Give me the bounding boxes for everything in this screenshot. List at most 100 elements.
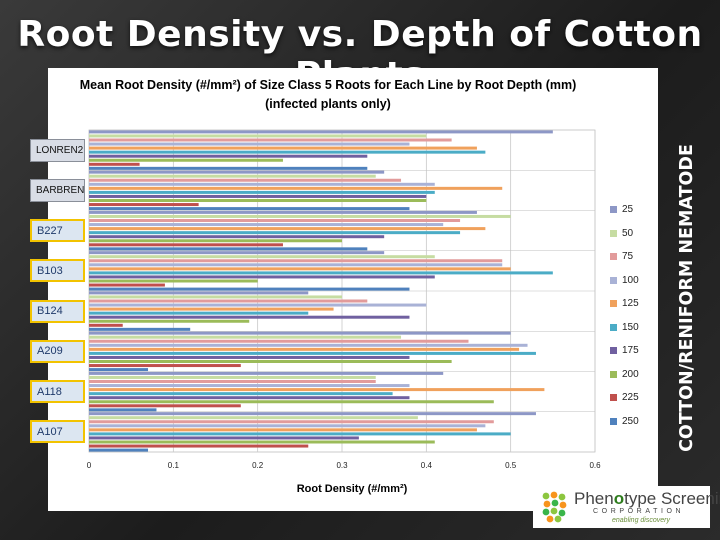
bar-lonren2-250 — [89, 166, 368, 170]
bar-barbren-25 — [89, 170, 385, 174]
legend-label: 75 — [622, 251, 634, 263]
legend-label: 150 — [622, 321, 639, 333]
legend-label: 250 — [622, 415, 639, 427]
bar-a118-150 — [89, 392, 393, 396]
company-logo: Phenotype Screening CORPORATION enabling… — [533, 486, 720, 528]
bar-a118-175 — [89, 396, 410, 400]
bar-b124-200 — [89, 319, 250, 323]
bar-a209-175 — [89, 355, 410, 359]
logo-name-start: Phen — [574, 489, 614, 508]
x-tick-label: 0.4 — [421, 461, 433, 470]
bar-barbren-100 — [89, 182, 435, 186]
bar-b103-175 — [89, 275, 435, 279]
x-axis-label: Root Density (#/mm²) — [297, 483, 408, 495]
bar-b103-25 — [89, 251, 385, 255]
legend-item-125: 125 — [610, 292, 656, 316]
bar-b124-75 — [89, 299, 368, 303]
bar-a118-125 — [89, 388, 545, 392]
bar-b227-100 — [89, 223, 444, 227]
bar-b103-250 — [89, 287, 410, 291]
x-tick-label: 0.3 — [336, 461, 348, 470]
line-label-a118: A118 — [30, 380, 85, 404]
legend-label: 225 — [622, 392, 639, 404]
bar-barbren-175 — [89, 194, 427, 198]
legend-swatch — [610, 394, 617, 402]
legend-item-225: 225 — [610, 386, 656, 410]
bar-a209-50 — [89, 335, 402, 339]
legend-item-250: 250 — [610, 410, 656, 434]
bar-a107-125 — [89, 428, 477, 432]
bar-a107-100 — [89, 424, 486, 428]
bar-b103-50 — [89, 255, 435, 259]
logo-name-o: o — [613, 489, 625, 508]
bar-a107-150 — [89, 432, 511, 436]
legend-item-25: 25 — [610, 198, 656, 222]
legend-item-200: 200 — [610, 363, 656, 387]
legend-swatch — [610, 323, 617, 331]
bar-a209-25 — [89, 331, 511, 335]
bar-a118-200 — [89, 400, 494, 404]
bar-b124-125 — [89, 307, 334, 311]
bar-a118-250 — [89, 408, 157, 412]
bar-lonren2-200 — [89, 158, 283, 162]
line-label-a209: A209 — [30, 339, 85, 363]
line-label-b124: B124 — [30, 299, 85, 323]
bar-barbren-250 — [89, 207, 410, 211]
x-tick-label: 0.1 — [168, 461, 180, 470]
legend-swatch — [610, 347, 617, 355]
x-tick-label: 0.2 — [252, 461, 264, 470]
legend-swatch — [610, 300, 617, 308]
legend-label: 100 — [622, 274, 639, 286]
line-label-b227: B227 — [30, 219, 85, 243]
legend-label: 50 — [622, 227, 634, 239]
bar-b124-100 — [89, 303, 427, 307]
line-label-a107: A107 — [30, 420, 85, 444]
bar-a209-125 — [89, 347, 520, 351]
chart-legend: 25 50 75 100 125 150 175 200 225 250 — [610, 198, 656, 433]
chart-title-line2: (infected plants only) — [265, 97, 391, 111]
logo-name: Phenotype Screening — [574, 489, 720, 509]
bar-b103-100 — [89, 263, 503, 267]
chart-title: Mean Root Density (#/mm²) of Size Class … — [48, 76, 608, 114]
bar-lonren2-225 — [89, 162, 140, 166]
bar-a209-250 — [89, 368, 149, 372]
logo-mark-icon — [542, 491, 567, 523]
legend-swatch — [610, 206, 617, 214]
bar-barbren-150 — [89, 190, 435, 194]
legend-label: 25 — [622, 204, 634, 216]
bar-b103-125 — [89, 267, 511, 271]
bar-a209-225 — [89, 364, 241, 368]
logo-tagline: enabling discovery — [612, 517, 670, 524]
bar-b124-175 — [89, 315, 410, 319]
legend-item-100: 100 — [610, 269, 656, 293]
legend-swatch — [610, 253, 617, 261]
bar-a107-75 — [89, 420, 494, 424]
legend-item-50: 50 — [610, 222, 656, 246]
legend-label: 175 — [622, 345, 639, 357]
bar-b103-225 — [89, 283, 165, 287]
bar-barbren-225 — [89, 203, 199, 207]
bar-b227-200 — [89, 239, 342, 243]
bar-barbren-75 — [89, 178, 402, 182]
bar-b227-125 — [89, 227, 486, 231]
bar-b227-50 — [89, 214, 511, 218]
bar-a118-225 — [89, 404, 241, 408]
bar-b227-75 — [89, 219, 461, 222]
legend-label: 200 — [622, 368, 639, 380]
bar-barbren-50 — [89, 174, 376, 178]
bar-barbren-200 — [89, 199, 427, 202]
bar-b124-25 — [89, 291, 309, 295]
bar-b124-225 — [89, 323, 123, 327]
legend-swatch — [610, 370, 617, 378]
bar-lonren2-100 — [89, 142, 410, 146]
legend-item-150: 150 — [610, 316, 656, 340]
bar-b124-50 — [89, 295, 342, 299]
bar-a118-50 — [89, 375, 376, 379]
bar-a118-25 — [89, 371, 444, 375]
bar-a107-225 — [89, 444, 309, 448]
bar-lonren2-50 — [89, 134, 427, 138]
bar-lonren2-175 — [89, 154, 368, 158]
legend-swatch — [610, 417, 617, 425]
bar-a209-200 — [89, 360, 452, 363]
